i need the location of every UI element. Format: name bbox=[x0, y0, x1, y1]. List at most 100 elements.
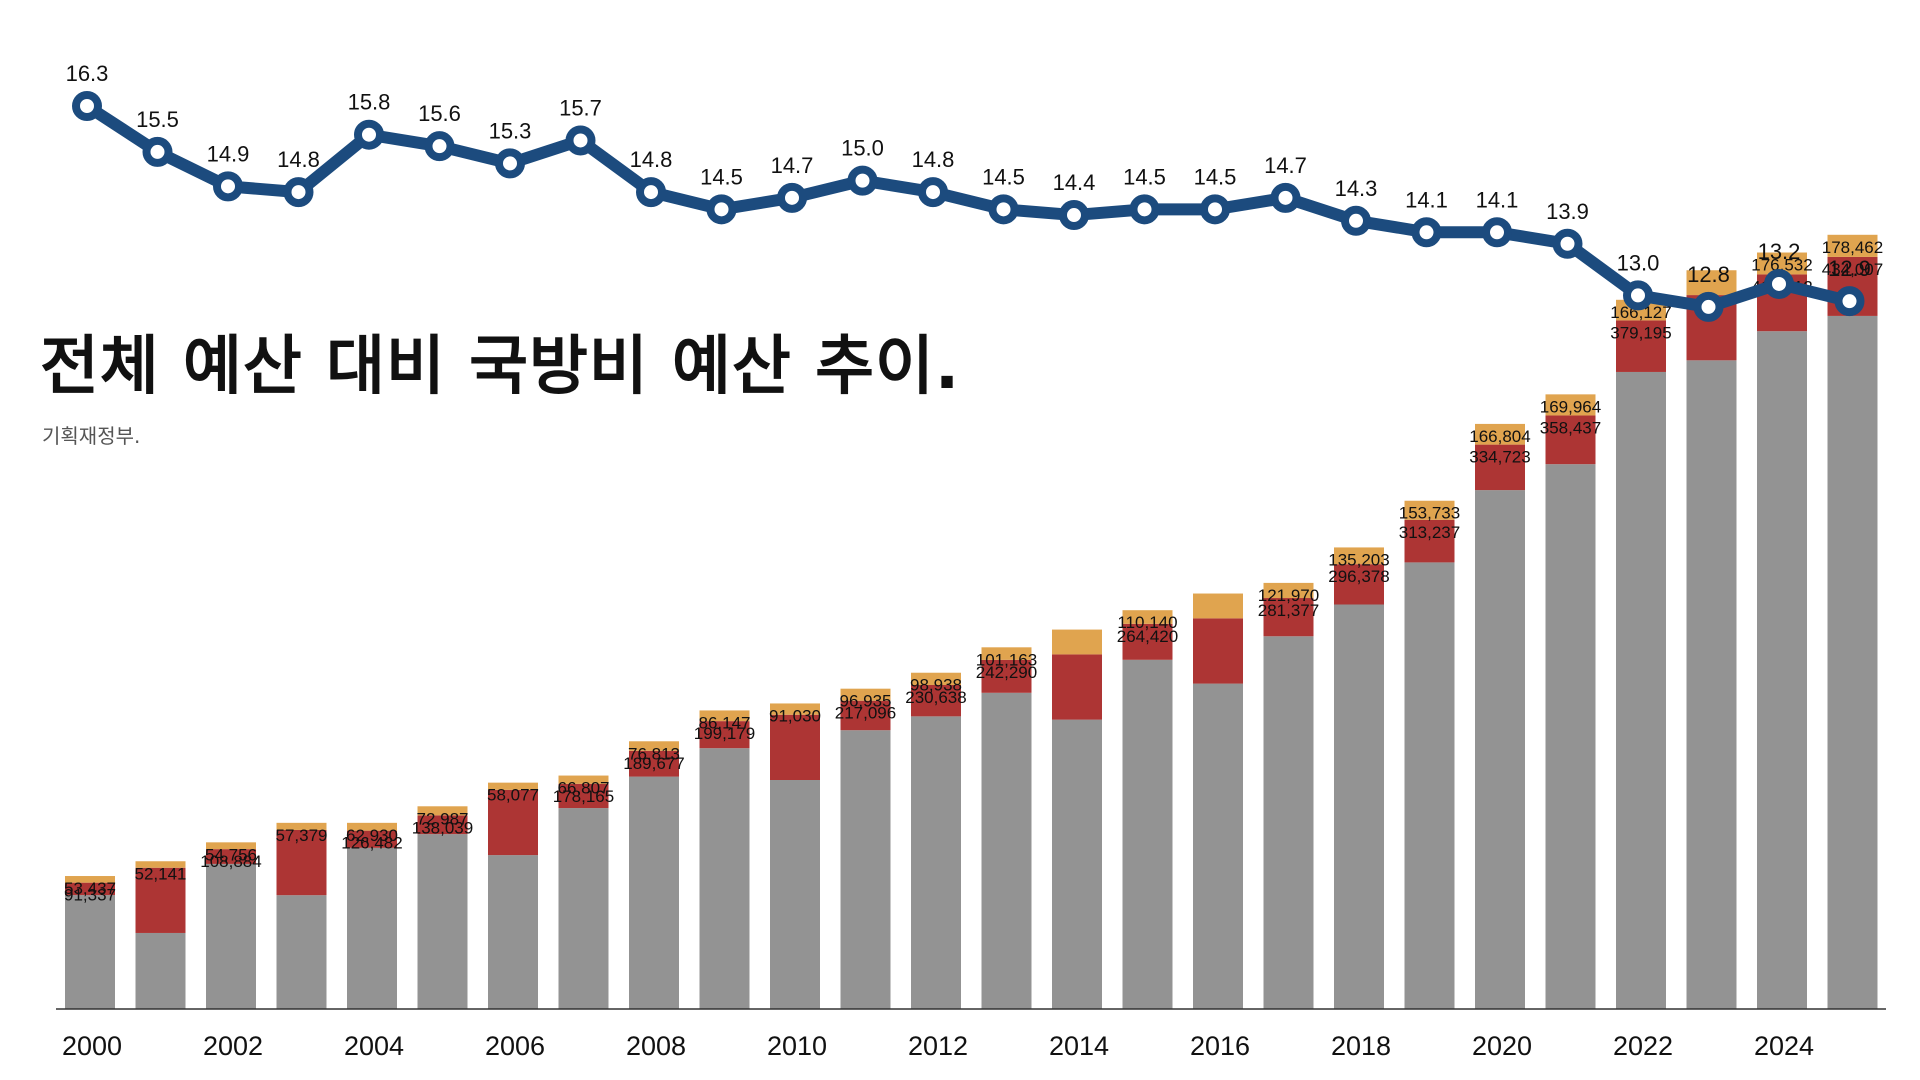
line-label-2024: 13.2 bbox=[1758, 239, 1801, 264]
orange-label-2010: 91,030 bbox=[769, 706, 821, 725]
orange-label-2024: 176,532 bbox=[1751, 256, 1812, 275]
orange-label-2000: 53,437 bbox=[64, 879, 116, 898]
bar-orange-2002 bbox=[206, 842, 256, 850]
line-label-2021: 13.9 bbox=[1546, 199, 1589, 224]
line-point-2002 bbox=[213, 171, 243, 202]
bar-total-2003 bbox=[276, 895, 327, 1009]
bar-red-2008 bbox=[629, 750, 679, 777]
orange-label-2002: 54,756 bbox=[205, 845, 257, 864]
bar-orange-2018 bbox=[1334, 547, 1384, 565]
bar-total-2023 bbox=[1686, 360, 1737, 1010]
bar-orange-2004 bbox=[347, 822, 397, 831]
line-label-2000: 16.3 bbox=[66, 61, 109, 86]
orange-label-2011: 96,935 bbox=[840, 692, 892, 711]
red-label-2019: 313,237 bbox=[1399, 523, 1460, 542]
bar-orange-2016 bbox=[1193, 593, 1243, 619]
bar-orange-2023 bbox=[1686, 270, 1737, 296]
line-label-2019: 14.1 bbox=[1405, 187, 1448, 212]
bar-total-2001 bbox=[135, 932, 186, 1009]
orange-label-2025: 178,462 bbox=[1822, 238, 1883, 257]
bar-total-2005 bbox=[417, 834, 468, 1009]
source-note: 기획재정부. bbox=[42, 424, 141, 448]
line-point-2012 bbox=[918, 177, 948, 208]
line-point-2017 bbox=[1270, 182, 1301, 213]
red-label-2011: 217,096 bbox=[835, 704, 896, 723]
bar-total-2009 bbox=[699, 748, 750, 1009]
line-label-2017: 14.7 bbox=[1264, 153, 1307, 178]
red-label-2020: 334,723 bbox=[1469, 448, 1530, 467]
line-point-2004 bbox=[354, 119, 384, 150]
line-point-2009 bbox=[706, 194, 737, 225]
bar-red-2000 bbox=[65, 882, 115, 896]
bar-total-2018 bbox=[1334, 604, 1384, 1009]
line-point-2024 bbox=[1764, 268, 1794, 299]
bar-red-2018 bbox=[1334, 564, 1384, 605]
bar-red-2007 bbox=[558, 783, 609, 809]
bar-total-2002 bbox=[206, 863, 256, 1009]
x-tick-2010: 2010 bbox=[767, 1031, 827, 1061]
bar-orange-2007 bbox=[558, 775, 609, 784]
bar-red-2002 bbox=[206, 849, 256, 864]
bar-red-2005 bbox=[417, 815, 468, 835]
line-point-2021 bbox=[1552, 228, 1583, 259]
bar-red-2003 bbox=[276, 829, 327, 896]
red-label-2021: 358,437 bbox=[1540, 418, 1601, 437]
bar-orange-2003 bbox=[276, 822, 327, 830]
bar-red-2019 bbox=[1404, 519, 1455, 563]
orange-label-2008: 76,813 bbox=[628, 744, 680, 763]
bar-total-2014 bbox=[1052, 719, 1102, 1009]
red-label-2009: 199,179 bbox=[694, 724, 755, 743]
bar-orange-2024 bbox=[1757, 252, 1807, 275]
orange-label-2001: 52,141 bbox=[135, 864, 187, 883]
line-label-2002: 14.9 bbox=[207, 141, 250, 166]
x-tick-2020: 2020 bbox=[1472, 1031, 1532, 1061]
red-label-2008: 189,677 bbox=[623, 754, 684, 773]
line-point-2015 bbox=[1129, 194, 1160, 225]
bar-total-2021 bbox=[1545, 464, 1596, 1009]
orange-label-2004: 62,930 bbox=[346, 826, 398, 845]
bar-orange-2017 bbox=[1263, 582, 1314, 599]
line-label-2001: 15.5 bbox=[136, 107, 179, 132]
line-point-2005 bbox=[424, 131, 455, 162]
bar-total-2000 bbox=[65, 895, 115, 1009]
bar-total-2004 bbox=[347, 847, 397, 1009]
bars-layer bbox=[65, 234, 1878, 1010]
line-label-2022: 13.0 bbox=[1617, 250, 1660, 275]
line-label-2014: 14.4 bbox=[1053, 170, 1096, 195]
line-label-2016: 14.5 bbox=[1194, 164, 1237, 189]
line-label-2010: 14.7 bbox=[771, 153, 814, 178]
red-label-2015: 264,420 bbox=[1117, 627, 1178, 646]
line-label-2023: 12.8 bbox=[1687, 262, 1730, 287]
line-label-2004: 15.8 bbox=[348, 90, 391, 115]
red-label-2018: 296,378 bbox=[1328, 567, 1389, 586]
bar-red-2013 bbox=[981, 659, 1032, 693]
orange-label-2015: 110,140 bbox=[1117, 613, 1177, 632]
bar-red-2009 bbox=[699, 721, 750, 749]
line-label-2006: 15.3 bbox=[489, 118, 532, 143]
bar-total-2011 bbox=[840, 730, 891, 1009]
bar-red-2015 bbox=[1122, 623, 1173, 660]
x-tick-2022: 2022 bbox=[1613, 1031, 1673, 1061]
x-tick-labels: 2000 2002 2004 2006 2008 2010 2012 2014 2016 2018… bbox=[62, 1031, 1814, 1061]
red-label-2013: 242,290 bbox=[976, 663, 1037, 682]
line-point-2000 bbox=[72, 91, 102, 121]
bar-red-2020 bbox=[1475, 444, 1525, 491]
orange-label-2007: 66,807 bbox=[558, 779, 610, 798]
line-label-2008: 14.8 bbox=[630, 147, 673, 172]
bar-red-2011 bbox=[840, 700, 891, 731]
line-point-2023 bbox=[1693, 291, 1724, 322]
bar-red-2006 bbox=[488, 789, 538, 856]
bar-red-2014 bbox=[1052, 654, 1102, 720]
bar-orange-2020 bbox=[1475, 423, 1525, 445]
bar-total-2008 bbox=[629, 776, 679, 1009]
line-label-2013: 14.5 bbox=[982, 164, 1025, 189]
line-point-2006 bbox=[495, 148, 525, 179]
bar-orange-2011 bbox=[840, 688, 891, 701]
red-label-2007: 178,165 bbox=[553, 787, 614, 806]
bar-total-2022 bbox=[1616, 371, 1666, 1009]
bar-orange-2019 bbox=[1404, 500, 1455, 520]
bar-orange-2008 bbox=[629, 741, 679, 751]
red-label-2022: 379,195 bbox=[1610, 323, 1671, 342]
red-label-2017: 281,377 bbox=[1258, 601, 1319, 620]
